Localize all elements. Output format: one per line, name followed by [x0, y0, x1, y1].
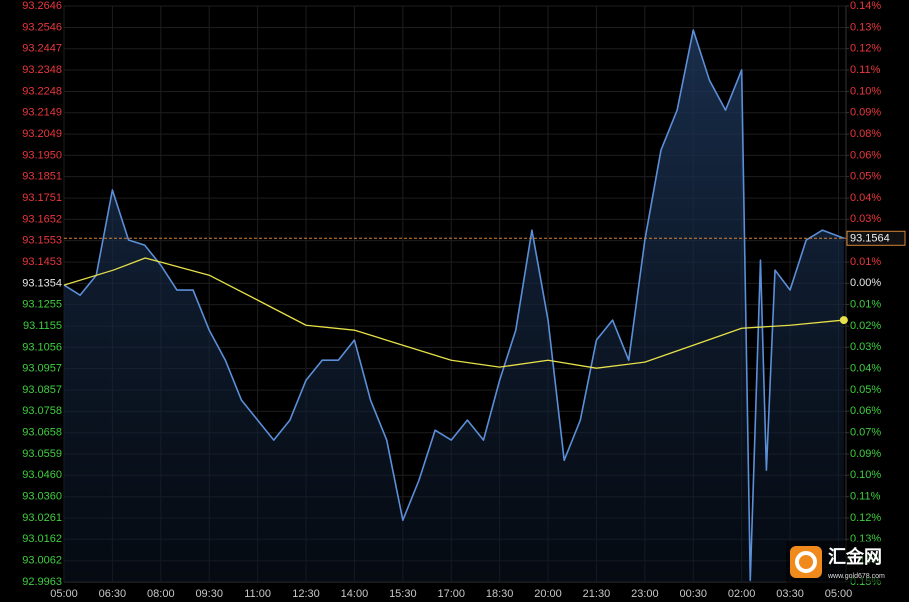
axes: 93.2646 93.2546 93.2447 93.2348 93.2248 93.21…: [22, 0, 906, 600]
y2-tick-label: 0.09%: [850, 448, 881, 460]
y-tick-label: 93.1354: [22, 277, 62, 289]
x-tick-label: 02:00: [728, 588, 756, 600]
y-tick-label: 93.1155: [23, 320, 62, 332]
y-tick-label: 93.2546: [22, 21, 62, 33]
y-tick-label: 93.2248: [22, 85, 62, 97]
x-tick-label: 11:00: [244, 588, 271, 600]
y2-tick-label: 0.11%: [850, 491, 881, 503]
y2-tick-label: 0.03%: [850, 341, 881, 353]
plot: [63, 29, 848, 582]
y-tick-label: 92.9963: [22, 576, 62, 588]
y2-tick-label: 0.09%: [850, 106, 881, 118]
y2-tick-label: 0.04%: [850, 192, 881, 204]
x-tick-label: 05:00: [825, 588, 853, 600]
y-tick-label: 93.0658: [22, 427, 62, 439]
current-price-label: 93.1564: [850, 233, 890, 245]
y2-tick-label: 0.06%: [850, 405, 881, 417]
y-tick-label: 93.1255: [22, 299, 62, 311]
y-tick-label: 93.1950: [22, 149, 62, 161]
y2-tick-label: 0.00%: [850, 277, 881, 289]
logo-icon-ring: [795, 551, 817, 573]
x-tick-label: 21:30: [583, 588, 611, 600]
price-line: [63, 29, 845, 582]
y2-tick-label: 0.04%: [850, 362, 881, 374]
y2-tick-label: 0.11%: [850, 64, 881, 76]
y-tick-label: 93.0758: [22, 405, 62, 417]
y-tick-label: 93.0857: [22, 384, 62, 396]
y-tick-label: 93.0360: [22, 491, 62, 503]
current-price-tag: [846, 230, 906, 246]
y2-tick-label: 0.02%: [850, 320, 881, 332]
x-tick-label: 23:00: [631, 588, 659, 600]
y-tick-label: 93.0559: [22, 448, 62, 460]
y-tick-label: 93.2646: [22, 0, 62, 12]
y-tick-label: 93.0162: [22, 533, 62, 545]
x-tick-label: 08:00: [147, 588, 175, 600]
logo: 汇金网 www.gold678.com: [786, 541, 898, 583]
y-tick-label: 93.1056: [22, 341, 62, 353]
y-tick-label: 93.2149: [22, 107, 62, 119]
price-area: [64, 30, 844, 582]
x-tick-label: 20:00: [534, 588, 562, 600]
logo-text: 汇金网: [828, 546, 882, 567]
y-tick-label: 93.2447: [22, 43, 62, 55]
y-tick-label: 93.0460: [22, 469, 62, 481]
y2-tick-label: 0.12%: [850, 512, 881, 524]
y2-tick-label: 0.05%: [850, 384, 881, 396]
y2-tick-label: 0.07%: [850, 427, 881, 439]
logo-icon: [790, 546, 822, 578]
y2-tick-label: 0.10%: [850, 469, 881, 481]
y-tick-label: 93.0062: [22, 555, 62, 567]
x-tick-label: 00:30: [679, 588, 707, 600]
x-tick-label: 17:00: [437, 588, 465, 600]
y2-tick-label: 0.13%: [850, 21, 881, 33]
y-tick-label: 93.0261: [22, 512, 62, 524]
x-tick-label: 14:00: [341, 588, 369, 600]
average-line: [63, 257, 844, 369]
x-tick-label: 09:30: [195, 588, 223, 600]
y2-tick-label: 0.10%: [850, 85, 881, 97]
x-tick-label: 05:00: [50, 588, 78, 600]
y2-tick-label: 0.01%: [850, 298, 881, 310]
y2-tick-label: 0.03%: [850, 213, 881, 225]
y-tick-label: 93.2049: [22, 128, 62, 140]
y2-tick-label: 0.01%: [850, 256, 881, 268]
y2-tick-label: 0.05%: [850, 170, 881, 182]
x-tick-label: 18:30: [486, 588, 514, 600]
y-tick-label: 93.2348: [22, 64, 62, 76]
x-tick-label: 06:30: [99, 588, 127, 600]
y2-tick-label: 0.06%: [850, 149, 881, 161]
x-tick-label: 15:30: [389, 588, 417, 600]
y2-tick-label: 0.12%: [850, 42, 881, 54]
y-tick-label: 93.1652: [22, 213, 62, 225]
y-tick-label: 93.1751: [22, 192, 62, 204]
y-tick-label: 93.1851: [22, 171, 62, 183]
end-marker: [839, 316, 848, 325]
y-tick-label: 93.1553: [22, 235, 62, 247]
x-tick-label: 03:30: [776, 588, 804, 600]
logo-url: www.gold678.com: [827, 573, 885, 580]
x-tick-label: 12:30: [292, 588, 320, 600]
y-tick-label: 93.1453: [22, 256, 62, 268]
y-tick-label: 93.0957: [22, 363, 62, 375]
y2-tick-label: 0.08%: [850, 128, 881, 140]
y2-tick-label: 0.14%: [850, 0, 881, 12]
